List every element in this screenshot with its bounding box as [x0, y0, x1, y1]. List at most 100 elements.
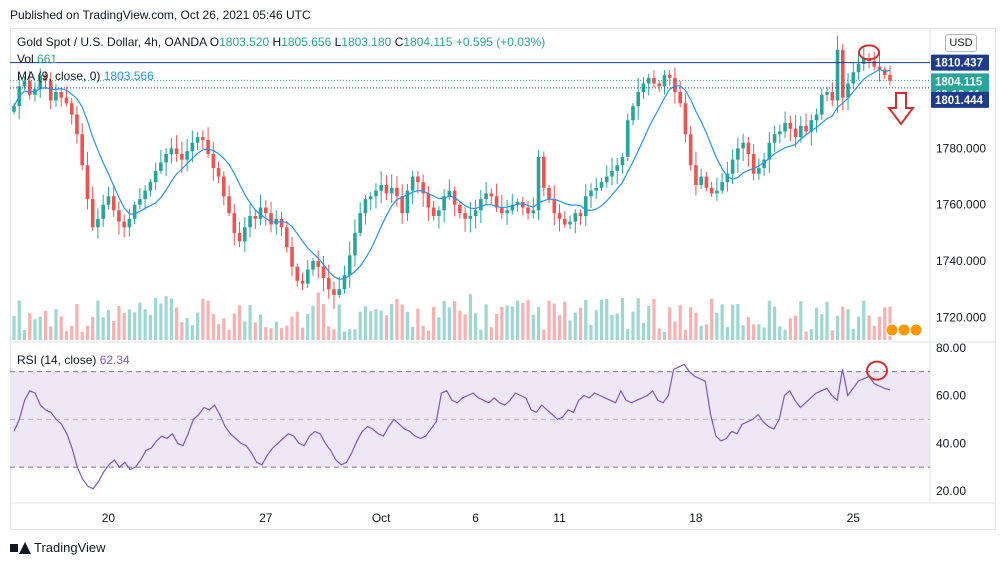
volume-bar [778, 326, 782, 340]
volume-bar [101, 317, 105, 340]
volume-bar [127, 309, 132, 340]
volume-bar [610, 314, 614, 340]
candle-body [290, 247, 294, 267]
volume-bar [159, 303, 163, 340]
volume-bar [243, 321, 247, 340]
volume-bar [321, 303, 326, 340]
candle-body [799, 125, 803, 138]
candle-body [694, 165, 698, 185]
volume-bar [227, 329, 231, 340]
volume-bar [190, 325, 194, 340]
candle-body [872, 61, 877, 67]
candle-body [720, 182, 724, 191]
candle-body [578, 213, 583, 216]
candle-body [557, 213, 562, 219]
candle-body [531, 210, 536, 214]
volume-bar [835, 315, 840, 340]
volume-bar [620, 297, 625, 340]
volume-bar [358, 311, 362, 340]
candle-body [180, 154, 184, 160]
candle-body [568, 221, 572, 225]
candle-body [27, 80, 32, 95]
volume-bar [851, 328, 855, 340]
candle-body [405, 190, 410, 214]
volume-bar [185, 317, 189, 340]
rsi-annotation-circle [866, 360, 888, 381]
volume-bar [599, 299, 604, 340]
volume-bar [300, 327, 305, 340]
candle-body [263, 207, 268, 214]
volume-bar [757, 324, 761, 340]
candle-body [625, 120, 630, 157]
event-flag-icon [909, 323, 923, 337]
ma-value: 1803.566 [103, 69, 154, 83]
volume-bar [269, 328, 273, 340]
volume-bar [43, 310, 48, 340]
volume-bar [505, 305, 509, 340]
volume-bar [631, 311, 635, 340]
time-tick-label: Oct [372, 511, 391, 525]
volume-bar [285, 325, 289, 340]
volume-bar [327, 326, 331, 340]
candle-body [258, 207, 263, 219]
candle-body [615, 165, 620, 171]
candle-body [620, 156, 625, 166]
volume-bar [411, 326, 415, 340]
volume-bar [133, 312, 137, 340]
candle-body [117, 210, 121, 222]
volume-bar [762, 327, 766, 340]
symbol-legend: Gold Spot / U.S. Dollar, 4h, OANDA O1803… [17, 35, 545, 49]
candle-body [447, 190, 452, 197]
volume-bar [96, 300, 100, 340]
candle-body [358, 213, 363, 233]
volume-bar [673, 321, 677, 340]
volume-bar [49, 326, 53, 340]
currency-button[interactable]: USD [945, 34, 977, 52]
candle-body [321, 266, 326, 278]
volume-bar [888, 306, 892, 340]
volume-bar [17, 300, 21, 340]
candle-body [562, 218, 567, 225]
candle-body [541, 156, 546, 188]
volume-bar [526, 299, 530, 340]
volume-bar [274, 321, 278, 340]
volume-bar [222, 318, 226, 340]
volume-bar [295, 311, 299, 340]
candle-body [861, 58, 866, 64]
candle-body [526, 207, 530, 214]
volume-bar [348, 329, 352, 340]
volume-bar [783, 329, 787, 340]
time-tick-label: 25 [847, 511, 861, 525]
candle-body [583, 196, 588, 216]
candle-body [295, 266, 300, 281]
volume-bar [400, 304, 404, 340]
price-tick-label: 1780.000 [936, 141, 986, 155]
candle-body [468, 216, 473, 219]
candle-body [877, 66, 882, 70]
candle-body [636, 92, 641, 107]
volume-bar [426, 330, 430, 340]
candle-body [830, 92, 835, 101]
candle-body [96, 218, 100, 228]
candle-body [353, 232, 357, 256]
close-label: C [394, 35, 404, 49]
footer: TradingView [10, 540, 106, 555]
volume-bar [143, 309, 147, 340]
candle-body [90, 199, 95, 228]
candle-body [573, 213, 578, 222]
volume-bar [547, 300, 551, 340]
time-tick-label: 11 [553, 511, 566, 525]
volume-bar [788, 318, 792, 340]
time-tick-label: 27 [259, 511, 273, 525]
candle-body [804, 125, 808, 132]
volume-bar [264, 327, 268, 340]
volume-bar [767, 300, 771, 340]
volume-bar [54, 309, 58, 340]
candle-body [395, 187, 399, 197]
volume-bar [447, 307, 451, 340]
volume-bar [390, 303, 394, 340]
candle-body [846, 83, 850, 98]
volume-bar [741, 325, 745, 340]
candle-body [704, 176, 709, 188]
